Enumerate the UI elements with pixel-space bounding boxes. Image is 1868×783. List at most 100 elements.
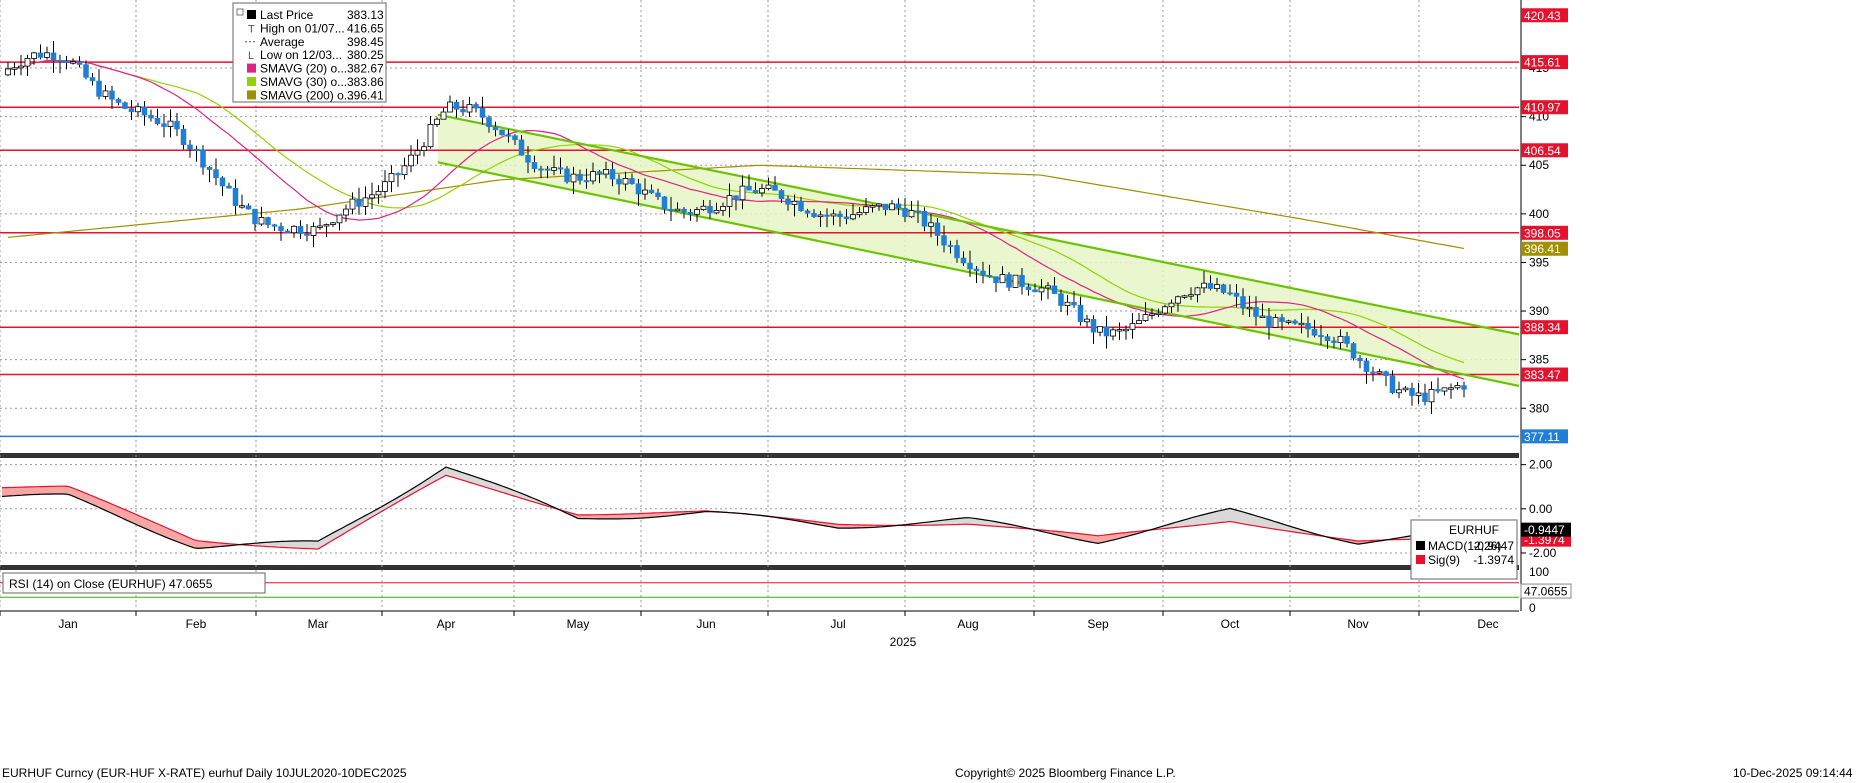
rsi-legend-label: RSI (14) on Close (EURHUF) 47.0655 — [9, 577, 213, 591]
candle-body — [1214, 284, 1220, 289]
macd-histogram-fill — [290, 541, 294, 548]
x-axis: Jan Feb Mar Apr May Jun Jul Aug Sep Oct Nov Dec 2025 — [0, 611, 1499, 649]
macd-histogram-fill — [610, 514, 614, 519]
macd-histogram-fill — [1214, 511, 1218, 524]
channel-upper-line — [437, 113, 1520, 336]
macd-histogram-fill — [106, 501, 110, 513]
candle-body — [122, 102, 128, 109]
macd-tick-label: -2.00 — [1529, 546, 1557, 560]
candle-body — [830, 213, 837, 217]
macd-histogram-fill — [42, 486, 46, 495]
candle-body — [44, 52, 50, 58]
macd-histogram-fill — [50, 486, 54, 495]
macd-tick-label: 2.00 — [1529, 458, 1553, 472]
macd-histogram-fill — [318, 538, 322, 550]
legend-item-value: 382.67 — [347, 62, 384, 76]
candle-body — [557, 167, 564, 170]
right-tag: 420.43 — [1524, 9, 1561, 23]
candle-body — [1064, 301, 1071, 306]
candle-body — [570, 173, 577, 183]
candle-body — [284, 230, 291, 233]
candle-body — [1396, 389, 1402, 394]
candle-body — [791, 200, 798, 205]
candle-body — [57, 60, 63, 63]
macd-histogram-fill — [586, 514, 590, 519]
macd-histogram-fill — [110, 503, 114, 515]
legend-item-label: Low on 12/03... — [260, 48, 342, 62]
macd-histogram-fill — [2, 487, 6, 497]
candle-body — [1324, 336, 1331, 342]
macd-histogram-fill — [170, 529, 174, 541]
panel-separator-1 — [0, 453, 1519, 458]
candle-body — [960, 257, 967, 264]
macd-histogram-fill — [494, 483, 498, 492]
candle-body — [1162, 306, 1168, 314]
candle-body — [765, 184, 772, 189]
candle-body — [323, 224, 330, 227]
macd-histogram-fill — [86, 493, 90, 504]
macd-histogram-fill — [842, 524, 846, 529]
macd-histogram-fill — [946, 519, 950, 525]
candle-body — [213, 169, 219, 179]
candle-body — [1071, 302, 1077, 306]
macd-histogram-fill — [1206, 512, 1210, 525]
candle-body — [1370, 371, 1376, 374]
candle-body — [154, 117, 161, 124]
macd-histogram-fill — [150, 520, 154, 533]
macd-histogram-fill — [1238, 510, 1242, 524]
candle-body — [5, 68, 11, 76]
candle-body — [811, 213, 817, 217]
macd-histogram-fill — [638, 513, 642, 519]
candle-body — [863, 206, 869, 213]
price-tick-label: 395 — [1529, 255, 1549, 269]
macd-legend-title: EURHUF — [1449, 523, 1499, 537]
price-chart[interactable]: 380385390395400405410415415.61410.97406.… — [0, 0, 1868, 766]
candle-body — [479, 107, 486, 118]
macd-histogram-fill — [66, 486, 70, 495]
macd-histogram-fill — [934, 520, 938, 526]
macd-histogram-fill — [274, 541, 278, 548]
macd-histogram-fill — [958, 518, 962, 525]
candle-body — [11, 67, 18, 70]
macd-histogram-fill — [194, 539, 198, 549]
right-price-tags: 415.61 410.97 406.54 398.05 388.34 383.47 377.… — [1521, 8, 1568, 444]
candle-body — [869, 205, 876, 208]
legend-marker — [247, 90, 256, 100]
macd-histogram-fill — [118, 506, 122, 519]
level-tag: 398.05 — [1524, 226, 1561, 240]
macd-histogram-fill — [182, 534, 186, 545]
macd-histogram-fill — [478, 477, 482, 487]
candle-body — [1038, 287, 1045, 293]
candle-body — [687, 212, 694, 215]
candle-body — [70, 61, 76, 64]
right-tag-bg — [1521, 241, 1568, 256]
legend-marker — [247, 77, 256, 86]
candle-body — [837, 213, 843, 218]
macd-histogram-fill — [578, 514, 582, 519]
macd-histogram-fill — [14, 487, 18, 496]
candle-body — [1415, 392, 1422, 396]
macd-histogram-fill — [450, 468, 454, 478]
candle-body — [297, 226, 304, 234]
candle-body — [889, 203, 895, 211]
level-tag: 377.11 — [1524, 430, 1560, 444]
price-legend: Last Price 383.13 T High on 01/07... 416.65 A… — [232, 2, 387, 103]
macd-histogram-fill — [462, 472, 466, 482]
candle-body — [109, 90, 115, 100]
rsi-tick-label: 0 — [1529, 601, 1536, 615]
candle-body — [551, 167, 557, 171]
macd-histogram-fill — [590, 514, 594, 519]
legend-collapse-icon — [236, 8, 244, 16]
legend-item-value: 383.13 — [347, 8, 384, 22]
macd-histogram-fill — [82, 491, 86, 502]
macd-histogram-fill — [266, 542, 270, 547]
right-tag: 396.41 — [1524, 242, 1561, 256]
candle-body — [1006, 274, 1012, 288]
candle-body — [135, 106, 141, 113]
month-label: Jun — [696, 617, 715, 631]
level-tag: 383.47 — [1524, 368, 1561, 382]
macd-histogram-fill — [606, 514, 610, 519]
macd-histogram-fill — [1070, 532, 1074, 539]
candle-body — [37, 52, 44, 58]
